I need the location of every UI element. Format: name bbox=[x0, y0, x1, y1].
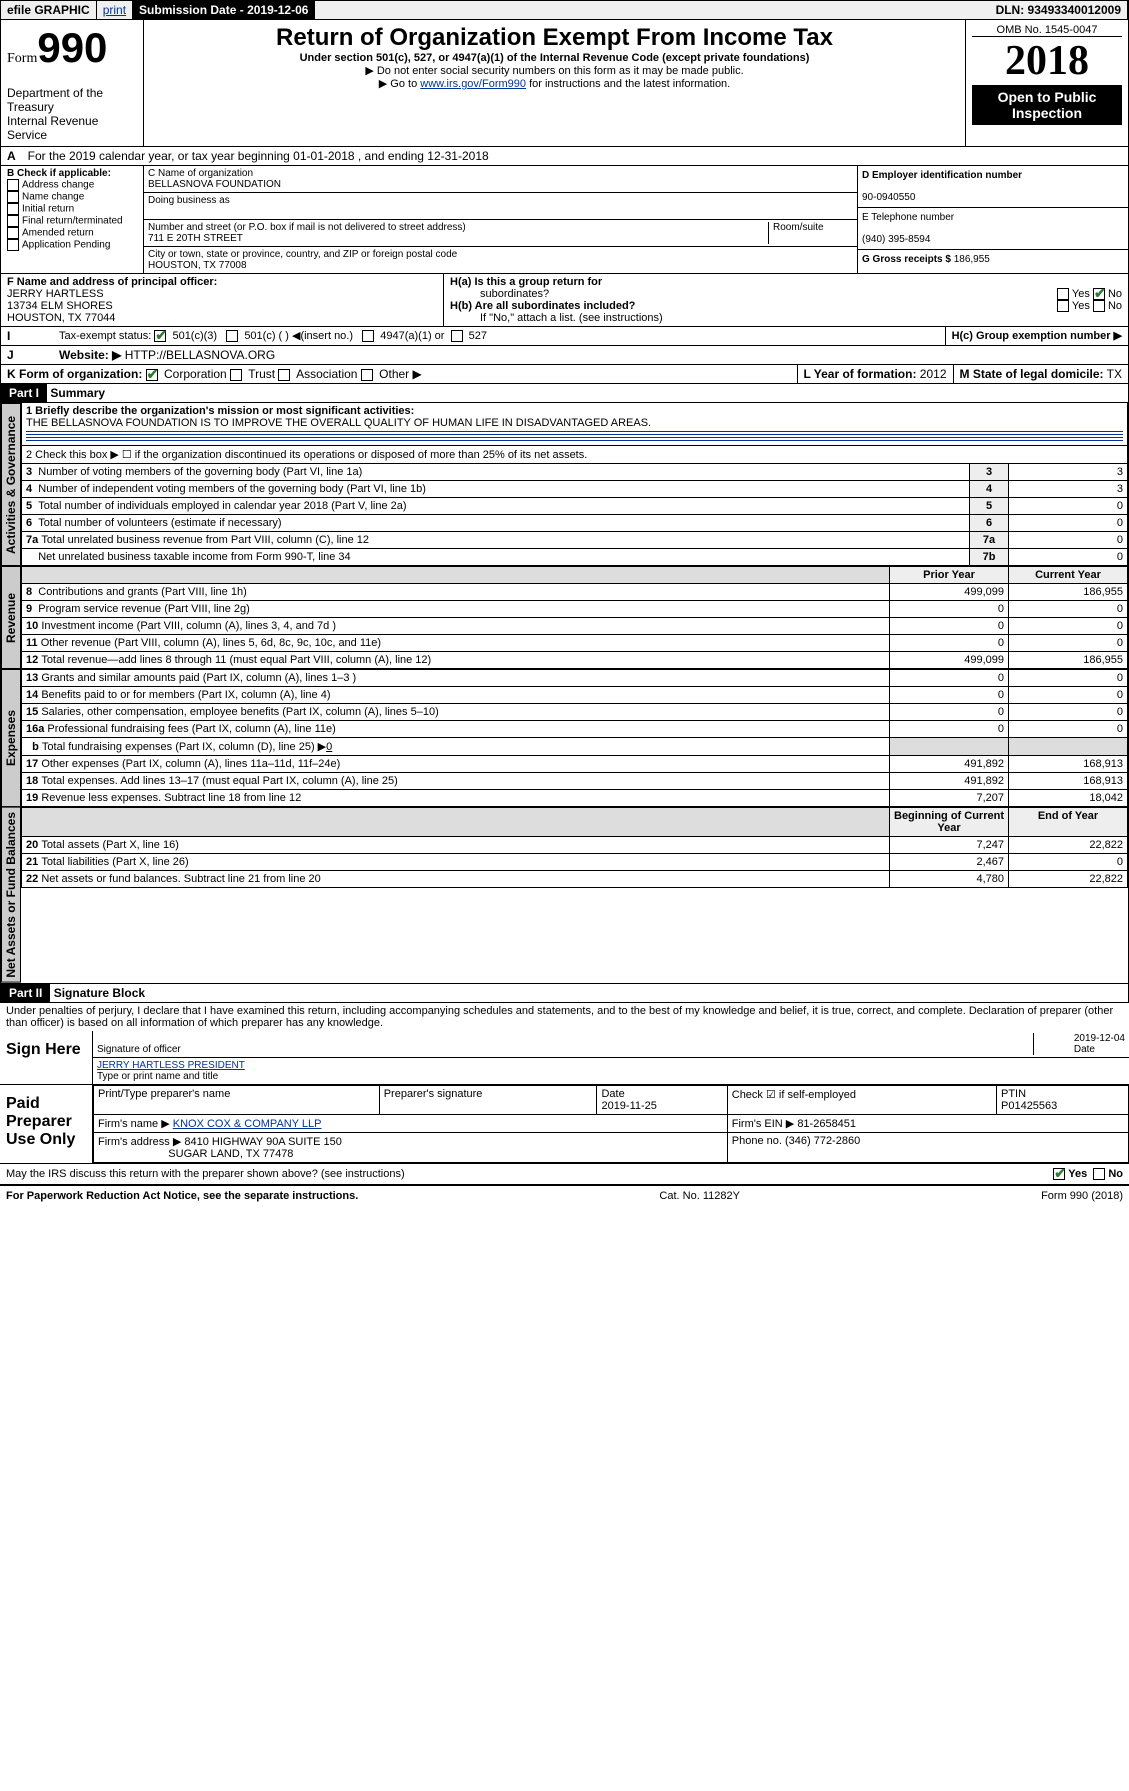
val-3: 3 bbox=[1009, 464, 1128, 481]
irs: Internal Revenue Service bbox=[7, 114, 98, 142]
form-title: Return of Organization Exempt From Incom… bbox=[150, 24, 959, 52]
tab-revenue: Revenue bbox=[1, 566, 21, 669]
firm-name[interactable]: KNOX COX & COMPANY LLP bbox=[173, 1118, 322, 1130]
website: HTTP://BELLASNOVA.ORG bbox=[125, 348, 275, 362]
inspection: Inspection bbox=[1012, 105, 1082, 121]
subtitle-1: Under section 501(c), 527, or 4947(a)(1)… bbox=[150, 52, 959, 64]
val-6: 0 bbox=[1009, 515, 1128, 532]
tab-expenses: Expenses bbox=[1, 669, 21, 807]
paid-preparer-label: Paid Preparer Use Only bbox=[0, 1085, 92, 1163]
firm-phone: (346) 772-2860 bbox=[785, 1135, 860, 1147]
mission: THE BELLASNOVA FOUNDATION IS TO IMPROVE … bbox=[26, 417, 651, 429]
form-number: 990 bbox=[37, 24, 107, 71]
sign-here-label: Sign Here bbox=[0, 1031, 92, 1084]
subdate-label: Submission Date - bbox=[139, 3, 247, 17]
form-word: Form bbox=[7, 51, 37, 66]
subdate-value: 2019-12-06 bbox=[247, 3, 308, 17]
ptin: P01425563 bbox=[1001, 1100, 1057, 1112]
open-public: Open to Public bbox=[998, 89, 1097, 105]
officer-name: JERRY HARTLESS bbox=[7, 288, 104, 300]
part-2-header: Part II bbox=[1, 984, 50, 1002]
form-header: Form990 Department of the Treasury Inter… bbox=[0, 20, 1129, 147]
firm-ein: 81-2658451 bbox=[797, 1118, 856, 1130]
dept: Department of the Treasury bbox=[7, 86, 103, 114]
footer-left: For Paperwork Reduction Act Notice, see … bbox=[6, 1190, 358, 1202]
val-5: 0 bbox=[1009, 498, 1128, 515]
omb: OMB No. 1545-0047 bbox=[972, 24, 1122, 37]
footer-cat: Cat. No. 11282Y bbox=[659, 1190, 740, 1202]
val-7a: 0 bbox=[1009, 532, 1128, 549]
subtitle-2: ▶ Do not enter social security numbers o… bbox=[150, 64, 959, 77]
checkbox-column: B Check if applicable: Address change Na… bbox=[1, 166, 144, 273]
val-4: 3 bbox=[1009, 481, 1128, 498]
year-formation: 2012 bbox=[920, 367, 947, 381]
org-street: 711 E 20TH STREET bbox=[148, 233, 243, 244]
officer-sig-name[interactable]: JERRY HARTLESS PRESIDENT bbox=[97, 1060, 245, 1071]
efile-label: efile GRAPHIC bbox=[1, 1, 97, 19]
tab-netassets: Net Assets or Fund Balances bbox=[1, 807, 21, 983]
irs-link[interactable]: www.irs.gov/Form990 bbox=[420, 78, 526, 90]
domicile: TX bbox=[1107, 367, 1122, 381]
phone: (940) 395-8594 bbox=[862, 234, 930, 245]
footer-form: Form 990 (2018) bbox=[1041, 1190, 1123, 1202]
val-7b: 0 bbox=[1009, 549, 1128, 566]
part-1-header: Part I bbox=[1, 384, 47, 402]
org-city: HOUSTON, TX 77008 bbox=[148, 260, 247, 271]
ein: 90-0940550 bbox=[862, 192, 915, 203]
gross-receipts: 186,955 bbox=[954, 254, 990, 265]
tab-activities: Activities & Governance bbox=[1, 403, 21, 566]
perjury-declaration: Under penalties of perjury, I declare th… bbox=[0, 1003, 1129, 1031]
print-link[interactable]: print bbox=[103, 3, 126, 17]
tax-year: 2018 bbox=[972, 37, 1122, 85]
line-a: For the 2019 calendar year, or tax year … bbox=[22, 147, 495, 165]
org-name: BELLASNOVA FOUNDATION bbox=[148, 179, 281, 190]
top-bar: efile GRAPHIC print Submission Date - 20… bbox=[0, 0, 1129, 20]
dln: DLN: 93493340012009 bbox=[990, 1, 1128, 19]
